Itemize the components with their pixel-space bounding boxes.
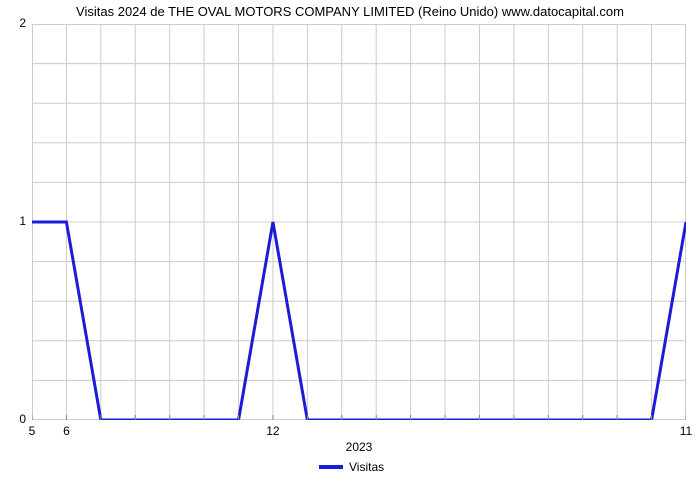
legend-swatch (319, 465, 343, 469)
chart-title: Visitas 2024 de THE OVAL MOTORS COMPANY … (0, 4, 700, 19)
x-tick-label: 6 (56, 424, 76, 438)
y-tick-label: 1 (19, 214, 26, 228)
x-tick-label: 12 (263, 424, 283, 438)
chart-container: { "chart": { "type": "line", "title": "V… (0, 0, 700, 500)
x-tick-label: 5 (22, 424, 42, 438)
chart-plot (32, 24, 686, 420)
x-tick-label: 11 (676, 424, 696, 438)
legend-label: Visitas (349, 460, 384, 474)
chart-legend: Visitas (319, 460, 384, 474)
y-tick-label: 2 (19, 16, 26, 30)
x-axis-label: 2023 (32, 440, 686, 454)
